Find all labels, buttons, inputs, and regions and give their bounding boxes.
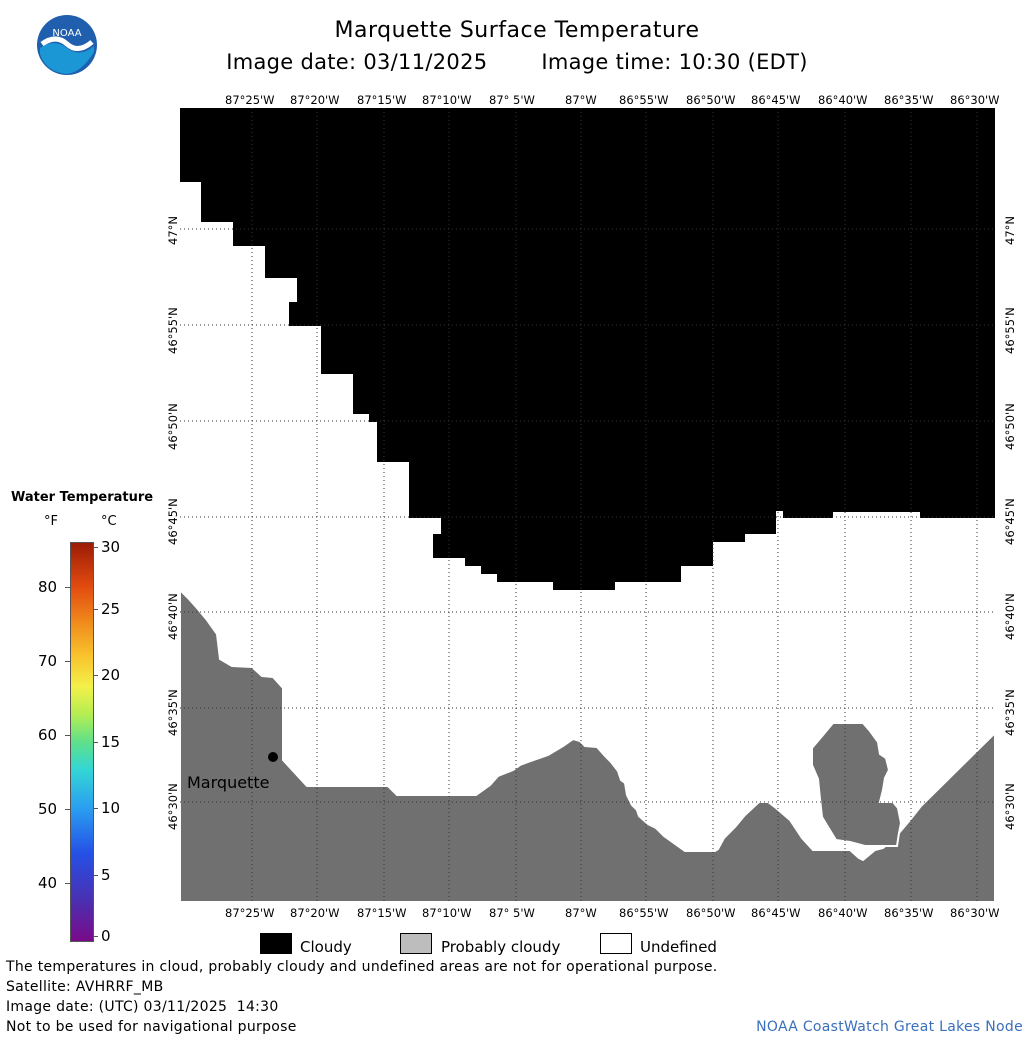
graticule <box>180 108 995 902</box>
lat-label: 46°35'N <box>166 689 180 736</box>
lon-label: 87°W <box>565 906 597 920</box>
water-temperature-title: Water Temperature <box>11 490 154 505</box>
celsius-unit: °C <box>101 514 117 529</box>
map-title: Marquette Surface Temperature <box>334 18 700 43</box>
lon-label: 86°50'W <box>686 93 736 107</box>
city-label-marquette: Marquette <box>187 773 270 792</box>
lon-label: 87° 5'W <box>489 906 535 920</box>
lat-label: 47°N <box>1003 216 1017 245</box>
lon-label: 87°10'W <box>422 93 472 107</box>
satellite-text: Satellite: AVHRRF_MB <box>6 979 164 995</box>
fahrenheit-unit: °F <box>44 514 58 529</box>
lon-label: 86°30'W <box>950 93 1000 107</box>
colorbar-f-label: 50 <box>38 800 58 818</box>
cloudy-label: Cloudy <box>300 938 352 956</box>
colorbar-c-label: 20 <box>101 666 121 684</box>
colorbar-f-label: 40 <box>38 874 58 892</box>
lon-label: 86°30'W <box>950 906 1000 920</box>
lon-label: 87°15'W <box>357 906 407 920</box>
lon-label: 86°55'W <box>619 906 669 920</box>
utc-date-text: Image date: (UTC) 03/11/2025 14:30 <box>6 999 279 1015</box>
noaa-logo: NOAA <box>37 15 97 75</box>
lon-label: 87°10'W <box>422 906 472 920</box>
colorbar-c-label: 0 <box>101 927 111 945</box>
undefined-swatch <box>600 933 632 954</box>
colorbar-c-label: 5 <box>101 866 111 884</box>
probably-cloudy-label: Probably cloudy <box>441 938 561 956</box>
lon-label: 87° 5'W <box>489 93 535 107</box>
lon-label: 86°40'W <box>818 906 868 920</box>
lat-label: 46°50'N <box>1003 403 1017 450</box>
image-date-time-line: Image date: 03/11/2025 Image time: 10:30… <box>0 50 1034 74</box>
lon-label: 87°25'W <box>225 93 275 107</box>
colorbar-f-label: 70 <box>38 652 58 670</box>
lon-label: 86°45'W <box>751 93 801 107</box>
lon-label: 86°40'W <box>818 93 868 107</box>
disclaimer-text: The temperatures in cloud, probably clou… <box>6 959 718 975</box>
lat-label: 46°40'N <box>1003 593 1017 640</box>
lat-label: 46°35'N <box>1003 689 1017 736</box>
colorbar-f-label: 60 <box>38 726 58 744</box>
lon-label: 87°20'W <box>290 93 340 107</box>
probably-cloudy-patch <box>811 722 903 847</box>
lat-label: 47°N <box>166 216 180 245</box>
temperature-colorbar <box>70 542 94 942</box>
lon-label: 87°25'W <box>225 906 275 920</box>
lat-label: 46°30'N <box>1003 783 1017 830</box>
coastwatch-credit: NOAA CoastWatch Great Lakes Node <box>756 1019 1023 1035</box>
colorbar-c-label: 25 <box>101 600 121 618</box>
marquette-city-marker <box>268 752 278 762</box>
colorbar-c-label: 10 <box>101 799 121 817</box>
colorbar-f-label: 80 <box>38 578 58 596</box>
colorbar-c-label: 15 <box>101 733 121 751</box>
cloudy-swatch <box>260 933 292 954</box>
lat-label: 46°50'N <box>166 403 180 450</box>
lat-label: 46°55'N <box>1003 307 1017 354</box>
lon-label: 87°15'W <box>357 93 407 107</box>
colorbar-c-label: 30 <box>101 538 121 556</box>
lat-label: 46°45'N <box>1003 498 1017 545</box>
lat-label: 46°30'N <box>166 783 180 830</box>
lon-label: 86°35'W <box>884 906 934 920</box>
lon-label: 86°45'W <box>751 906 801 920</box>
lon-label: 87°20'W <box>290 906 340 920</box>
lat-label: 46°40'N <box>166 593 180 640</box>
navigation-note: Not to be used for navigational purpose <box>6 1019 297 1035</box>
lon-label: 86°55'W <box>619 93 669 107</box>
undefined-label: Undefined <box>640 938 717 956</box>
image-date: Image date: 03/11/2025 <box>226 50 488 74</box>
noaa-logo-text: NOAA <box>52 28 81 39</box>
lat-label: 46°45'N <box>166 498 180 545</box>
lat-label: 46°55'N <box>166 307 180 354</box>
lon-label: 87°W <box>565 93 597 107</box>
lon-label: 86°50'W <box>686 906 736 920</box>
image-time: Image time: 10:30 (EDT) <box>541 50 808 74</box>
probably-cloudy-swatch <box>400 933 432 954</box>
lon-label: 86°35'W <box>884 93 934 107</box>
